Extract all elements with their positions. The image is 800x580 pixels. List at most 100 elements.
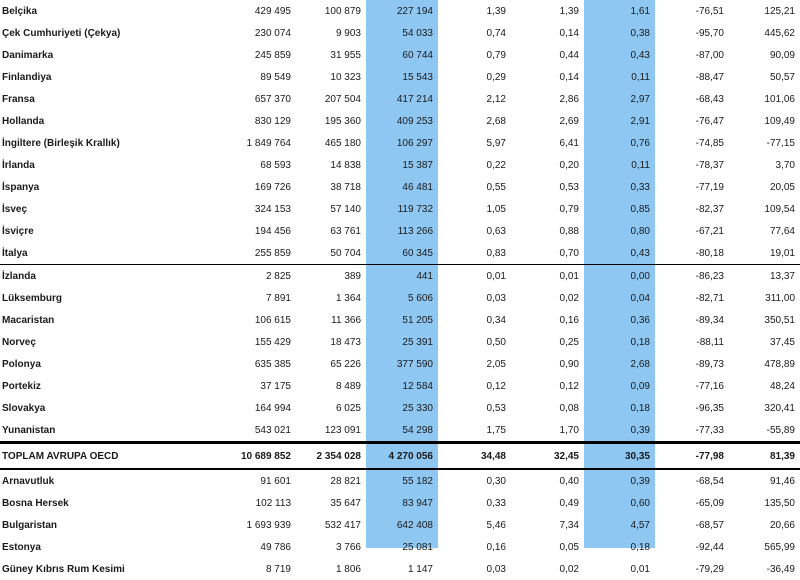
cell-c5: 0,08 xyxy=(559,403,579,414)
row-label: İrlanda xyxy=(2,160,35,171)
table-row: Hollanda 830 129 195 360 409 253 2,68 2,69 2,9… xyxy=(0,110,800,132)
cell-c7: -89,73 xyxy=(695,359,724,370)
cell-c7: -89,34 xyxy=(695,315,724,326)
cell-c6: 4,57 xyxy=(630,520,650,531)
row-label: İsviçre xyxy=(2,226,34,237)
cell-c7: -95,70 xyxy=(695,28,724,39)
table-row: Norveç 155 429 18 473 25 391 0,50 0,25 0,18 -88… xyxy=(0,331,800,353)
cell-c7: -80,18 xyxy=(655,242,729,265)
table-row: Polonya 635 385 65 226 377 590 2,05 0,90 2,68 -… xyxy=(0,353,800,375)
cell-c1: 37 175 xyxy=(260,381,291,392)
cell-c3: 60 345 xyxy=(366,242,438,265)
cell-c5: 0,16 xyxy=(559,315,579,326)
cell-c3: 227 194 xyxy=(396,6,433,17)
cell-c2: 31 955 xyxy=(330,50,361,61)
cell-c4: 2,05 xyxy=(486,359,506,370)
cell-c3: 54 033 xyxy=(402,28,433,39)
cell-c5: 1,39 xyxy=(559,6,579,17)
cell-c5: 6,41 xyxy=(559,138,579,149)
cell-c1: 255 859 xyxy=(210,242,296,265)
cell-c2: 57 140 xyxy=(330,204,361,215)
cell-c7: -68,57 xyxy=(695,520,724,531)
table-row: İngiltere (Birleşik Krallık) 1 849 764 465… xyxy=(0,132,800,154)
row-label: İzlanda xyxy=(2,271,36,282)
table-row: İtalya 255 859 50 704 60 345 0,83 0,70 0,43 -80… xyxy=(0,242,800,265)
cell-c7: -79,29 xyxy=(695,564,724,575)
cell-c6: 0,18 xyxy=(630,542,650,553)
cell-c1: 91 601 xyxy=(260,476,291,487)
cell-c7: -88,11 xyxy=(696,337,724,348)
cell-c5: 0,88 xyxy=(559,226,579,237)
cell-c3: 15 543 xyxy=(402,72,433,83)
row-label: Bosna Hersek xyxy=(2,498,69,509)
cell-c6: 0,11 xyxy=(631,72,650,83)
cell-c5: 0,79 xyxy=(559,204,579,215)
cell-c8: 445,62 xyxy=(764,28,795,39)
cell-c6: 0,43 xyxy=(584,242,655,265)
cell-c4: 0,16 xyxy=(486,542,506,553)
row-label: Norveç xyxy=(2,337,36,348)
cell-c1: 657 370 xyxy=(254,94,291,105)
cell-c6: 0,36 xyxy=(630,315,650,326)
cell-c2: 3 766 xyxy=(335,542,361,553)
cell-c2: 28 821 xyxy=(330,476,361,487)
cell-c5: 7,34 xyxy=(559,520,579,531)
cell-c7: -77,98 xyxy=(655,441,729,470)
row-label: Lüksemburg xyxy=(2,293,63,304)
cell-c5: 0,14 xyxy=(559,72,579,83)
cell-c5: 0,49 xyxy=(559,498,579,509)
cell-c8: 81,39 xyxy=(729,441,800,470)
cell-c7: -76,51 xyxy=(695,6,724,17)
cell-c3: 25 391 xyxy=(402,337,433,348)
table-row: Danimarka 245 859 31 955 60 744 0,79 0,44 0,43… xyxy=(0,44,800,66)
cell-c5: 0,40 xyxy=(559,476,579,487)
cell-c2: 65 226 xyxy=(330,359,361,370)
cell-c1: 10 689 852 xyxy=(210,441,296,470)
cell-c5: 0,01 xyxy=(559,271,579,282)
cell-c1: 635 385 xyxy=(254,359,291,370)
cell-c1: 89 549 xyxy=(260,72,291,83)
table-row: İspanya 169 726 38 718 46 481 0,55 0,53 0,33 -7… xyxy=(0,176,800,198)
cell-c7: -88,47 xyxy=(695,72,724,83)
cell-c4: 0,83 xyxy=(438,242,511,265)
cell-c3: 12 584 xyxy=(402,381,433,392)
cell-c4: 5,97 xyxy=(486,138,506,149)
cell-c4: 0,01 xyxy=(486,271,506,282)
table-row: Çek Cumhuriyeti (Çekya) 230 074 9 903 54 03… xyxy=(0,22,800,44)
cell-c7: -78,37 xyxy=(695,160,724,171)
cell-c8: 101,06 xyxy=(764,94,795,105)
cell-c4: 2,68 xyxy=(486,116,506,127)
cell-c4: 0,79 xyxy=(486,50,506,61)
row-label: Belçika xyxy=(2,6,38,17)
table-row: İsveç 324 153 57 140 119 732 1,05 0,79 0,85 -82… xyxy=(0,198,800,220)
cell-c2: 195 360 xyxy=(324,116,361,127)
cell-c5: 1,70 xyxy=(559,425,579,436)
cell-c2: 38 718 xyxy=(330,182,361,193)
cell-c4: 0,74 xyxy=(486,28,506,39)
cell-c3: 55 182 xyxy=(402,476,433,487)
cell-c8: 565,99 xyxy=(764,542,795,553)
cell-c4: 2,12 xyxy=(486,94,506,105)
cell-c6: 2,91 xyxy=(630,116,650,127)
cell-c6: 0,33 xyxy=(630,182,650,193)
cell-c1: 68 593 xyxy=(260,160,291,171)
cell-c2: 207 504 xyxy=(324,94,361,105)
cell-c4: 0,29 xyxy=(486,72,506,83)
cell-c3: 106 297 xyxy=(396,138,433,149)
cell-c2: 2 354 028 xyxy=(296,441,366,470)
cell-c8: 109,49 xyxy=(764,116,795,127)
row-label: Danimarka xyxy=(2,50,54,61)
total-row: TOPLAM AVRUPA OECD 10 689 852 2 354 028 4 2… xyxy=(0,441,800,470)
row-label: İngiltere (Birleşik Krallık) xyxy=(2,138,120,149)
cell-c1: 194 456 xyxy=(254,226,291,237)
cell-c6: 0,85 xyxy=(630,204,650,215)
cell-c7: -77,33 xyxy=(695,425,724,436)
cell-c2: 465 180 xyxy=(324,138,361,149)
cell-c3: 54 298 xyxy=(402,425,433,436)
cell-c3: 642 408 xyxy=(396,520,433,531)
cell-c2: 389 xyxy=(344,271,361,282)
cell-c8: 77,64 xyxy=(769,226,795,237)
row-label: Yunanistan xyxy=(2,425,56,436)
cell-c1: 1 693 939 xyxy=(246,520,292,531)
